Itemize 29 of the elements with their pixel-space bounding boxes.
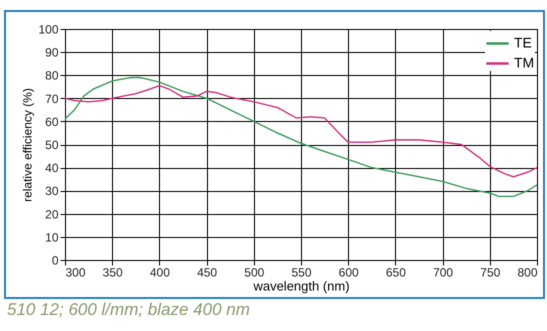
x-tick-label: 350 bbox=[102, 266, 124, 280]
x-tick-label: 800 bbox=[517, 266, 538, 280]
line-series bbox=[64, 76, 538, 198]
text: 510 12; 600 l/mm; blaze 400 nm bbox=[7, 300, 250, 320]
x-tick-label: 650 bbox=[386, 266, 406, 280]
x-tick-label: 400 bbox=[150, 266, 170, 280]
y-tick-label: 80 bbox=[45, 68, 59, 83]
x-tick-label: 600 bbox=[338, 266, 360, 280]
x-tick-label: 300 bbox=[66, 266, 86, 280]
x-tick-label: 450 bbox=[197, 266, 218, 280]
x-tick-label: 700 bbox=[433, 266, 454, 280]
y-tick-label: 30 bbox=[45, 184, 59, 198]
x-tick-label: 550 bbox=[291, 266, 312, 280]
y-tick-label: 60 bbox=[45, 114, 59, 129]
y-tick-label: 50 bbox=[45, 138, 59, 152]
y-tick-label: 70 bbox=[45, 92, 59, 106]
legend-label: TE bbox=[514, 34, 532, 50]
y-tick-label: 20 bbox=[45, 207, 59, 222]
y-tick-label: 90 bbox=[45, 46, 59, 60]
x-axis-title: wavelength (nm) bbox=[252, 278, 350, 294]
y-tick-label: 0 bbox=[52, 254, 59, 268]
x-tick-label: 750 bbox=[480, 266, 501, 280]
legend-label: TM bbox=[514, 54, 534, 70]
y-tick-label: 40 bbox=[45, 161, 59, 176]
x-tick-label: 500 bbox=[244, 266, 265, 280]
y-tick-label: 100 bbox=[38, 22, 59, 36]
y-tick-label: 10 bbox=[45, 230, 59, 244]
y-axis-title: relative efficiency (%) bbox=[20, 88, 34, 202]
line-series bbox=[64, 84, 538, 178]
